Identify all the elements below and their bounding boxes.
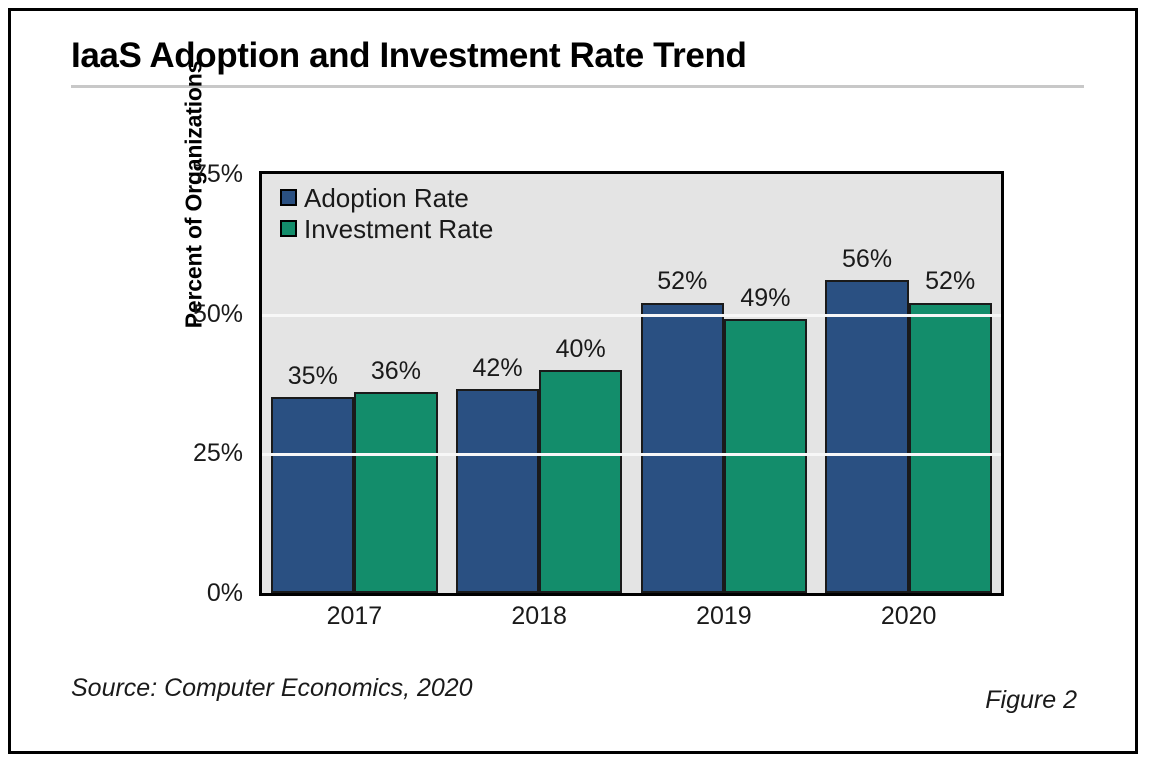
source-note: Source: Computer Economics, 2020 <box>71 674 473 702</box>
y-axis-tick-labels: 0% 25% 50% 75% <box>151 161 251 611</box>
x-axis-tick: 2017 <box>326 602 383 630</box>
bars-layer: 35% 42% 52% 56% 36% 40% 49% 52% <box>262 174 1001 593</box>
legend: Adoption Rate Investment Rate <box>280 182 493 244</box>
bar-value-label: 52% <box>925 267 976 296</box>
x-axis-tick: 2018 <box>511 602 567 630</box>
figure-label: Figure 2 <box>985 686 1077 714</box>
x-axis-tick: 2020 <box>880 602 937 630</box>
gridline <box>262 313 1001 317</box>
y-axis-tick: 50% <box>192 299 243 328</box>
legend-label: Adoption Rate <box>304 182 469 213</box>
gridline <box>262 453 1001 457</box>
bar[interactable] <box>455 389 540 593</box>
legend-item[interactable]: Adoption Rate <box>280 182 493 213</box>
bar[interactable] <box>640 302 724 593</box>
legend-swatch-icon <box>280 220 297 237</box>
title-block: IaaS Adoption and Investment Rate Trend <box>71 36 1091 88</box>
title-divider <box>71 84 1084 88</box>
bar-value-label: 56% <box>842 245 893 274</box>
bar[interactable] <box>354 391 438 593</box>
bar-value-label: 40% <box>555 334 606 363</box>
y-axis-tick: 75% <box>192 160 243 188</box>
bar-value-label: 49% <box>740 284 791 313</box>
y-axis-tick: 25% <box>192 439 243 468</box>
bar-value-label: 36% <box>370 356 421 385</box>
bar[interactable] <box>271 397 355 593</box>
y-axis-tick: 0% <box>206 579 243 607</box>
x-axis-tick-labels: 2017 2018 2019 2020 <box>259 604 1004 644</box>
legend-item[interactable]: Investment Rate <box>280 213 493 244</box>
x-axis-tick: 2019 <box>696 602 752 630</box>
bar-value-label: 52% <box>657 267 708 296</box>
legend-label: Investment Rate <box>304 213 494 244</box>
page-title: IaaS Adoption and Investment Rate Trend <box>71 36 747 75</box>
legend-swatch-icon <box>280 189 297 206</box>
figure-frame: IaaS Adoption and Investment Rate Trend … <box>8 8 1138 754</box>
bar-value-label: 35% <box>287 362 338 391</box>
plot-area: Adoption Rate Investment Rate 35% 42% 52% 56… <box>259 171 1004 596</box>
bar[interactable] <box>825 280 909 593</box>
bar[interactable] <box>908 302 992 593</box>
bar[interactable] <box>539 369 623 593</box>
bar-value-label: 42% <box>472 354 523 383</box>
